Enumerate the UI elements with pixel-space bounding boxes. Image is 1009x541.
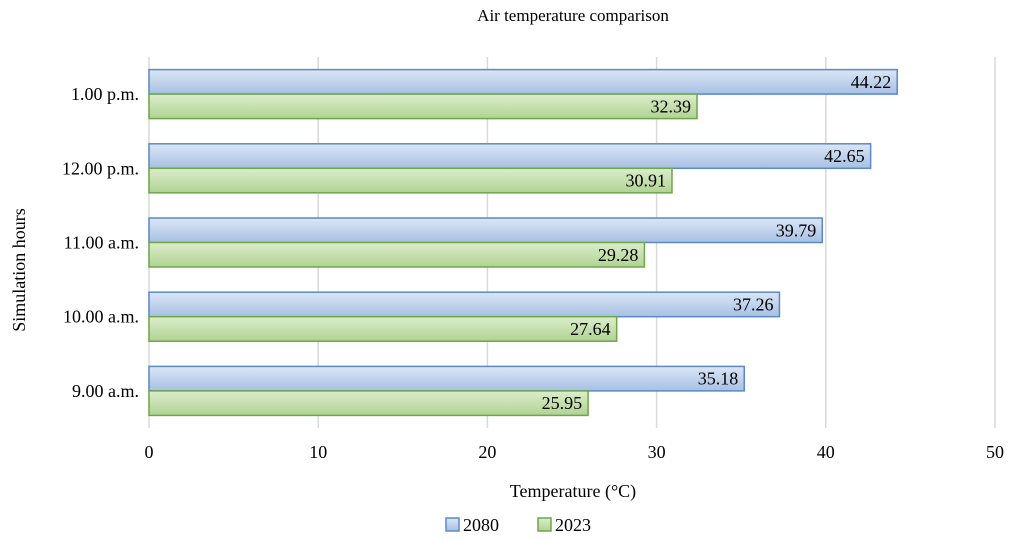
bars: 44.22 32.39 42.65 30.91 39.79 29.28 37.26 27.64… <box>148 68 898 417</box>
legend-swatch-2023 <box>537 517 552 532</box>
legend: 2080 2023 <box>445 515 591 535</box>
y-axis-title: Simulation hours <box>9 208 29 332</box>
x-tick-label: 30 <box>648 442 666 462</box>
legend-label-2080: 2080 <box>463 515 499 535</box>
y-tick-label: 12.00 p.m. <box>62 158 139 178</box>
data-label: 29.28 <box>598 245 639 265</box>
x-tick-label: 40 <box>817 442 835 462</box>
bar-2080 <box>148 365 745 392</box>
y-tick-label: 9.00 a.m. <box>72 381 139 401</box>
data-label: 25.95 <box>542 393 583 413</box>
bar-2080 <box>148 217 823 244</box>
bar-2023 <box>148 93 698 120</box>
legend-swatch-2080 <box>445 517 460 532</box>
x-tick-labels: 0 10 20 30 40 50 <box>145 442 1005 462</box>
legend-label-2023: 2023 <box>555 515 591 535</box>
chart-title: Air temperature comparison <box>477 6 669 25</box>
data-label: 35.18 <box>698 369 739 389</box>
y-tick-label: 11.00 a.m. <box>64 233 139 253</box>
data-label: 27.64 <box>570 319 611 339</box>
x-tick-label: 10 <box>309 442 327 462</box>
data-label: 39.79 <box>776 220 817 240</box>
x-tick-label: 0 <box>145 442 154 462</box>
data-label: 44.22 <box>851 72 892 92</box>
x-axis-title: Temperature (°C) <box>510 481 636 502</box>
y-tick-label: 10.00 a.m. <box>63 307 139 327</box>
bar-2080 <box>148 68 898 95</box>
data-label: 32.39 <box>651 96 692 116</box>
bar-2023 <box>148 315 618 342</box>
bar-2080 <box>148 291 781 318</box>
data-label: 30.91 <box>625 171 666 191</box>
bar-2023 <box>148 390 589 417</box>
y-tick-label: 1.00 p.m. <box>71 84 139 104</box>
data-label: 42.65 <box>824 146 865 166</box>
bar-2023 <box>148 167 673 194</box>
y-tick-labels: 1.00 p.m. 12.00 p.m. 11.00 a.m. 10.00 a.m. 9… <box>62 84 139 401</box>
x-tick-label: 20 <box>478 442 496 462</box>
bar-2080 <box>148 143 872 170</box>
x-tick-label: 50 <box>986 442 1004 462</box>
data-label: 37.26 <box>733 294 774 314</box>
bar-2023 <box>148 241 646 268</box>
